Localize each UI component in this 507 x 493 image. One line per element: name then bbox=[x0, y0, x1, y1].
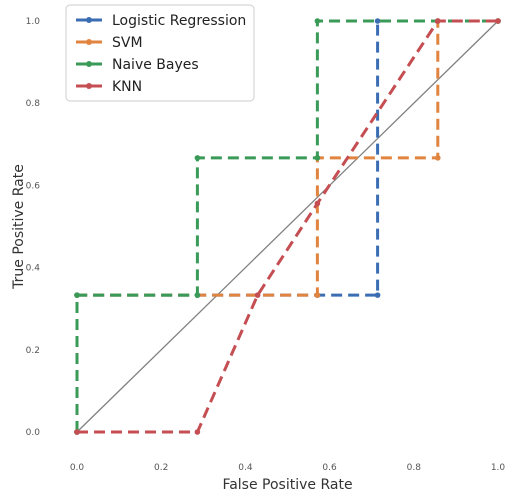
y-axis-label: True Positive Rate bbox=[11, 164, 27, 290]
legend-label-knn: KNN bbox=[112, 79, 142, 95]
data-point-knn bbox=[495, 18, 501, 24]
x-tick-label: 0.6 bbox=[322, 463, 337, 473]
y-tick-label: 0.6 bbox=[26, 181, 41, 191]
series-line-knn bbox=[77, 19, 498, 434]
x-tick-label: 0.2 bbox=[154, 463, 168, 473]
legend-marker-svm bbox=[86, 39, 92, 45]
data-point-naive-bayes bbox=[314, 155, 321, 161]
legend-label-naive-bayes: Naive Bayes bbox=[112, 57, 199, 73]
y-tick-label: 1.0 bbox=[26, 17, 41, 27]
data-point-knn bbox=[194, 429, 201, 435]
data-point-naive-bayes bbox=[194, 292, 201, 298]
legend-label-logistic-regression: Logistic Regression bbox=[112, 13, 246, 29]
legend-box bbox=[65, 4, 255, 102]
legend: Logistic Regression SVM Naive Bayes KNN bbox=[65, 4, 255, 102]
legend-label-svm: SVM bbox=[112, 35, 143, 51]
x-tick-label: 0.8 bbox=[407, 463, 422, 473]
legend-marker-naive-bayes bbox=[86, 61, 92, 67]
y-tick-label: 0.0 bbox=[26, 428, 41, 438]
data-point-svm bbox=[434, 155, 441, 161]
axis-layer: 0.0 0.2 0.4 0.6 0.8 1.0 0.0 0.2 0.4 0.6 0.8 1.0 bbox=[26, 17, 506, 473]
data-point-knn bbox=[254, 292, 261, 298]
y-tick-label: 0.4 bbox=[26, 264, 41, 274]
data-point-logistic-regression bbox=[374, 292, 381, 298]
data-point-naive-bayes bbox=[194, 155, 201, 161]
legend-marker-logistic-regression bbox=[86, 17, 92, 23]
x-axis-label: False Positive Rate bbox=[222, 477, 352, 493]
data-point-naive-bayes bbox=[314, 18, 321, 24]
data-point-svm bbox=[314, 292, 321, 298]
data-point-knn bbox=[314, 200, 321, 207]
data-point-knn bbox=[434, 18, 441, 24]
legend-marker-knn bbox=[86, 83, 92, 89]
data-point-knn bbox=[74, 429, 80, 435]
plot-layer bbox=[74, 18, 501, 435]
x-tick-label: 1.0 bbox=[491, 463, 506, 473]
y-tick-label: 0.8 bbox=[26, 99, 41, 109]
x-tick-label: 0.0 bbox=[70, 463, 85, 473]
x-tick-label: 0.4 bbox=[238, 463, 253, 473]
reference-diagonal-line bbox=[76, 20, 499, 433]
data-point-naive-bayes bbox=[74, 292, 80, 298]
data-point-logistic-regression bbox=[374, 18, 381, 24]
y-tick-label: 0.2 bbox=[26, 346, 40, 356]
